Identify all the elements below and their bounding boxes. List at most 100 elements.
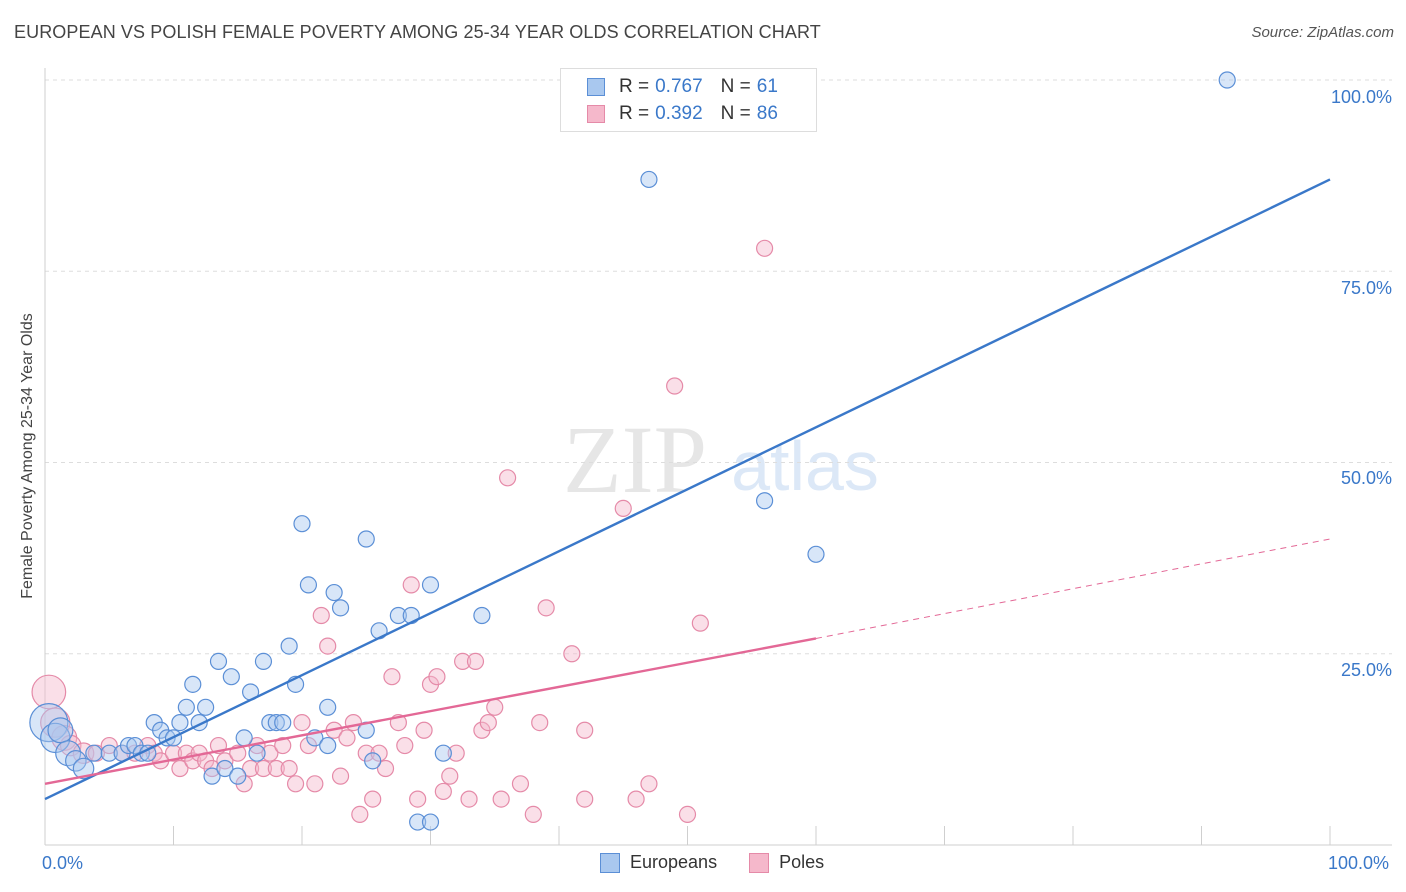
y-tick-label: 50.0%	[1340, 468, 1392, 488]
legend-label: Poles	[779, 852, 825, 872]
legend-item-poles[interactable]: Poles	[749, 852, 824, 873]
poles-point	[409, 790, 427, 808]
europeans-point	[364, 752, 382, 770]
poles-point	[537, 599, 555, 617]
poles-point	[499, 469, 517, 487]
poles-point	[312, 606, 330, 625]
y-tick-label: 100.0%	[1330, 87, 1392, 107]
y-tick-label: 75.0%	[1340, 278, 1392, 298]
r-label: R =	[619, 76, 650, 97]
europeans-point	[248, 744, 266, 762]
poles-swatch	[749, 852, 770, 873]
poles-point	[466, 652, 485, 671]
poles-point	[415, 721, 433, 739]
x-tick-label: 0.0%	[42, 853, 84, 873]
poles-point	[441, 767, 459, 785]
correlation-legend: R = 0.767 N = 61 R = 0.392 N = 86	[560, 68, 817, 132]
poles-point	[524, 805, 542, 824]
europeans-point	[807, 545, 825, 563]
europeans-point	[640, 170, 658, 189]
europeans-point	[222, 668, 240, 686]
poles-point	[434, 782, 452, 801]
europeans-trend-line	[44, 178, 1331, 801]
watermark-zip: ZIP	[563, 406, 707, 513]
poles-point	[274, 736, 292, 755]
europeans-point	[197, 698, 215, 716]
europeans-point	[85, 744, 103, 762]
europeans-point	[293, 515, 311, 533]
europeans-point	[100, 744, 118, 762]
europeans-point	[209, 652, 228, 671]
poles-point	[242, 759, 260, 778]
poles-point	[306, 775, 324, 793]
poles-point	[691, 614, 709, 632]
poles-point	[678, 805, 697, 824]
poles-point	[511, 775, 530, 793]
poles-point	[280, 759, 298, 778]
poles-point	[447, 744, 465, 762]
poles-point	[576, 721, 594, 739]
poles-point	[454, 652, 472, 671]
europeans-point	[203, 767, 221, 785]
europeans-point	[229, 767, 247, 785]
europeans-point	[409, 813, 427, 831]
poles-point	[267, 759, 285, 778]
europeans-point	[184, 675, 202, 693]
europeans-point	[421, 576, 440, 594]
poles-point	[383, 668, 401, 686]
poles-point	[31, 674, 67, 710]
europeans-point	[473, 606, 491, 625]
poles-trend-line	[44, 637, 817, 785]
europeans-point	[357, 530, 375, 548]
poles-point	[338, 729, 356, 747]
poles-point	[563, 645, 581, 663]
legend-row-europeans: R = 0.767 N = 61	[587, 75, 778, 99]
source-label: Source: ZipAtlas.com	[1251, 24, 1394, 41]
poles-point	[293, 713, 311, 732]
trend-lines	[44, 178, 1331, 801]
europeans-point	[1218, 71, 1236, 89]
europeans-point	[421, 813, 440, 831]
watermark-atlas: atlas	[731, 427, 879, 505]
poles-point	[261, 744, 279, 762]
poles-point	[614, 499, 632, 517]
europeans-point	[235, 729, 253, 747]
europeans-point	[319, 736, 337, 755]
legend-row-poles: R = 0.392 N = 86	[587, 102, 778, 126]
europeans-swatch	[600, 852, 620, 873]
europeans-point	[434, 744, 452, 762]
poles-point	[72, 742, 95, 764]
europeans-swatch	[587, 78, 605, 96]
grid	[45, 79, 1392, 655]
n-value: 86	[756, 103, 778, 124]
poles-point	[319, 637, 337, 655]
n-label: N =	[720, 76, 751, 97]
europeans-point	[389, 606, 407, 625]
poles-trend-extension	[815, 538, 1331, 639]
europeans-point	[47, 717, 74, 744]
poles-point	[492, 790, 510, 808]
poles-swatch	[587, 105, 605, 123]
europeans-point	[171, 713, 189, 732]
poles-points	[31, 239, 774, 824]
poles-point	[286, 775, 305, 793]
x-tick-label: 100.0%	[1328, 853, 1390, 873]
europeans-point	[267, 713, 285, 732]
poles-point	[351, 805, 369, 824]
poles-point	[402, 576, 420, 594]
legend-label: Europeans	[630, 852, 718, 872]
legend-item-europeans[interactable]: Europeans	[600, 852, 717, 873]
poles-point	[479, 713, 497, 732]
poles-point	[460, 790, 478, 808]
europeans-point	[319, 698, 337, 716]
poles-point	[755, 239, 774, 257]
n-label: N =	[720, 103, 751, 124]
poles-point	[576, 790, 594, 808]
europeans-point	[55, 740, 82, 767]
europeans-point	[331, 599, 350, 617]
poles-point	[486, 698, 504, 716]
poles-point	[364, 790, 382, 808]
poles-point	[254, 759, 273, 778]
europeans-point	[280, 637, 298, 655]
europeans-point	[325, 583, 343, 602]
